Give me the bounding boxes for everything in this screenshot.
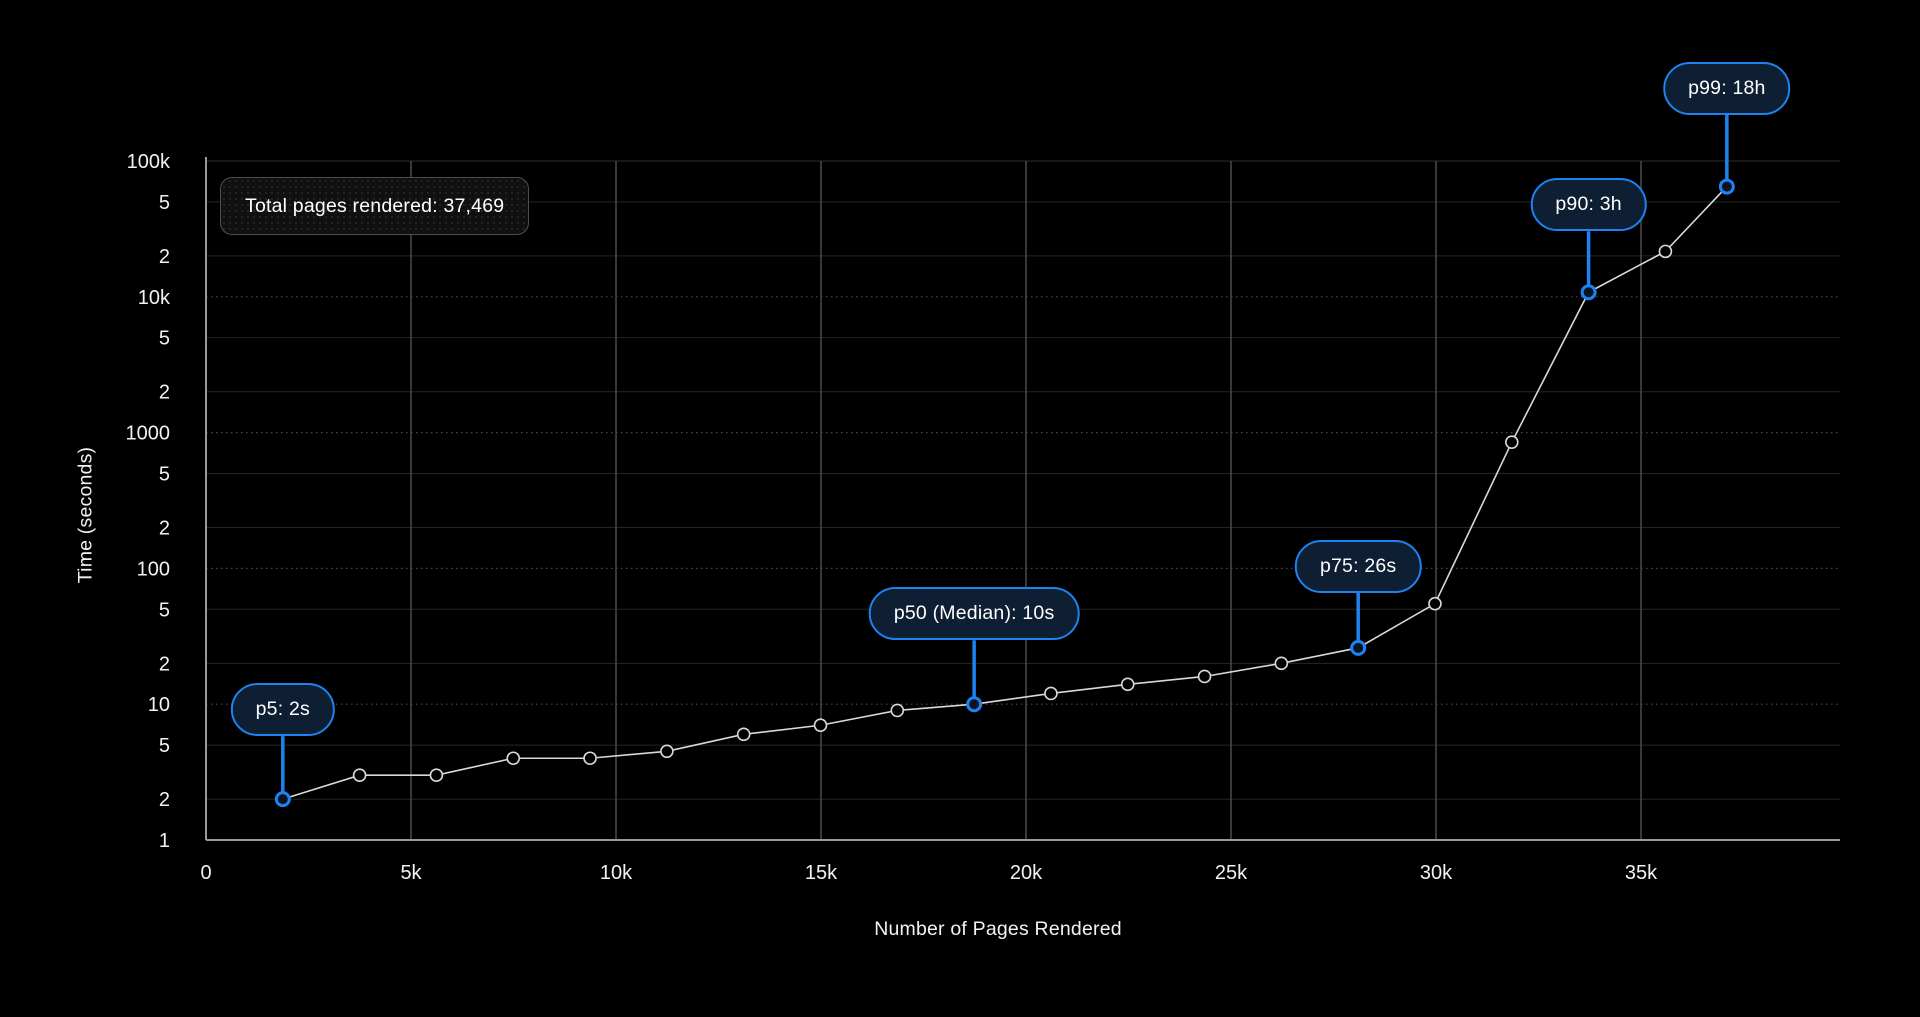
percentile-marker-p5 <box>274 791 291 808</box>
data-point-marker-p95 <box>1658 244 1673 259</box>
y-tick-label: 10k <box>138 287 171 309</box>
annotation-pill-p75: p75: 26s <box>1294 539 1422 593</box>
total-pages-badge: Total pages rendered: 37,469 <box>220 177 530 235</box>
percentile-marker-p75 <box>1350 639 1367 656</box>
x-axis-title: Number of Pages Rendered <box>874 918 1122 940</box>
data-point-marker-p20 <box>506 751 521 766</box>
y-tick-label: 100 <box>137 558 170 580</box>
data-point-marker-p30 <box>660 744 674 759</box>
y-tick-label: 5 <box>159 735 170 757</box>
data-point-marker-p10 <box>352 768 367 783</box>
annotation-pill-p5: p5: 2s <box>230 683 335 737</box>
annotation-pill-p50: p50 (Median): 10s <box>868 587 1080 641</box>
x-tick-label: 15k <box>805 862 838 884</box>
x-tick-label: 30k <box>1420 862 1453 884</box>
y-tick-label: 10 <box>148 694 170 716</box>
y-tick-label: 2 <box>159 382 170 404</box>
data-point-marker-p40 <box>813 718 828 733</box>
data-point-marker-p35 <box>736 727 751 742</box>
data-point-marker-p55 <box>1044 686 1058 701</box>
x-tick-label: 25k <box>1215 862 1248 884</box>
x-tick-label: 10k <box>600 862 633 884</box>
percentile-marker-p90 <box>1580 284 1597 301</box>
data-point-marker-p85 <box>1505 435 1519 449</box>
y-tick-label: 2 <box>159 246 170 268</box>
y-tick-label: 1000 <box>126 423 171 445</box>
x-tick-label: 0 <box>200 862 211 884</box>
data-point-marker-p80 <box>1428 596 1442 611</box>
y-tick-label: 100k <box>127 151 171 173</box>
y-tick-label: 2 <box>159 518 170 540</box>
annotation-pill-p99: p99: 18h <box>1663 61 1791 115</box>
y-tick-label: 5 <box>159 192 170 214</box>
data-point-marker-p25 <box>583 751 597 766</box>
y-tick-label: 2 <box>159 653 170 675</box>
x-tick-label: 5k <box>400 862 422 884</box>
percentile-marker-p50 <box>966 696 983 713</box>
y-tick-label: 1 <box>159 830 170 852</box>
series-line <box>282 186 1728 800</box>
x-tick-label: 35k <box>1625 862 1658 884</box>
x-tick-label: 20k <box>1010 862 1043 884</box>
data-point-marker-p60 <box>1120 677 1135 692</box>
data-point-marker-p65 <box>1197 669 1212 684</box>
annotation-pill-p90: p90: 3h <box>1530 178 1647 232</box>
y-tick-label: 2 <box>159 789 170 811</box>
y-tick-label: 5 <box>159 463 170 485</box>
y-tick-label: 5 <box>159 328 170 350</box>
data-point-marker-p45 <box>890 703 905 718</box>
y-tick-label: 5 <box>159 599 170 621</box>
data-point-marker-p70 <box>1274 656 1289 671</box>
percentile-marker-p99 <box>1718 178 1735 195</box>
data-point-marker-p15 <box>429 768 444 783</box>
y-axis-title: Time (seconds) <box>74 446 97 584</box>
